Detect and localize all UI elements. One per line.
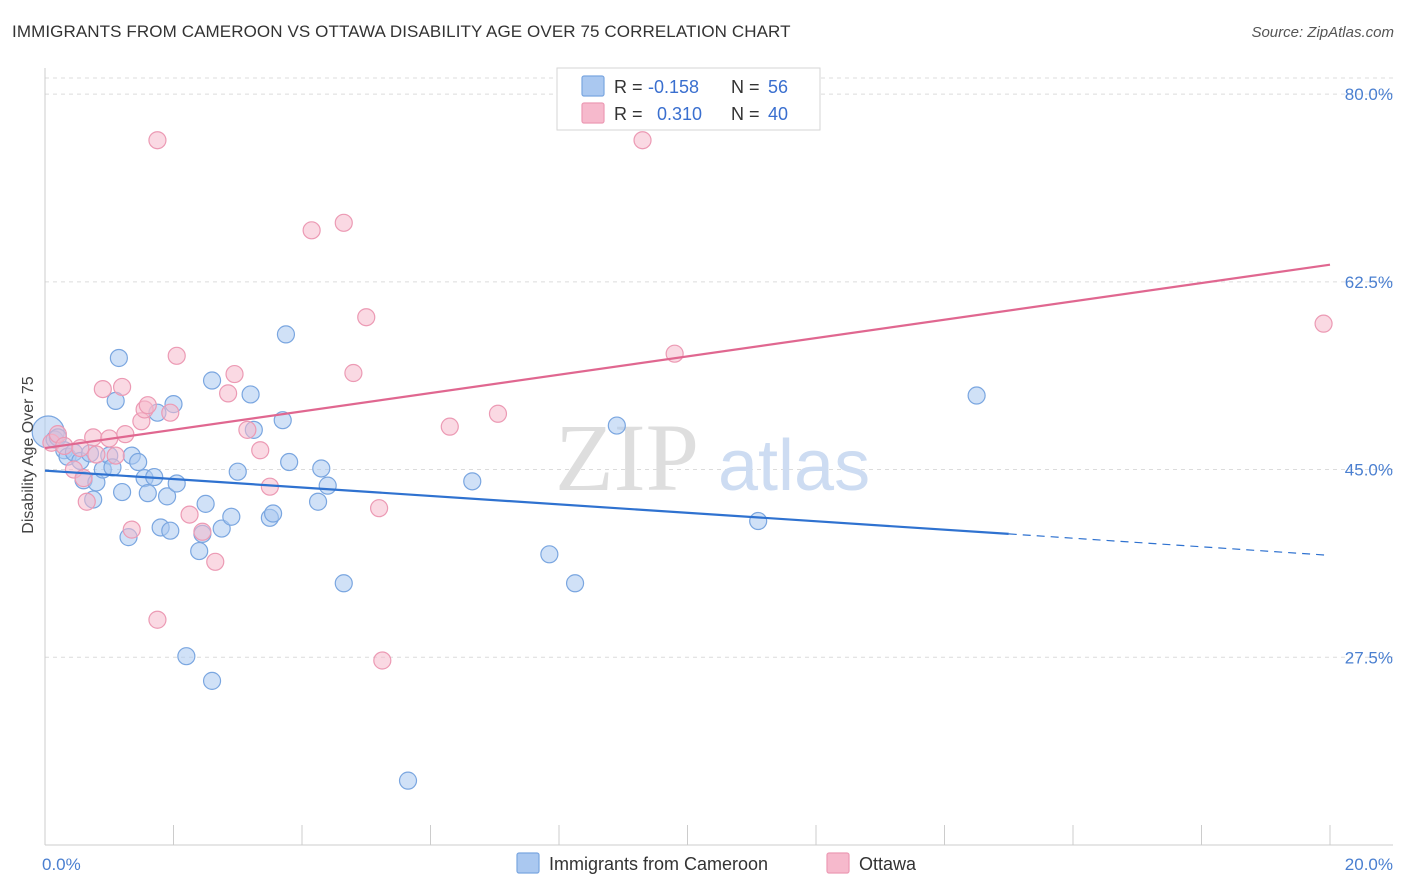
ottawa-point-19 xyxy=(148,131,167,150)
ottawa-point-28 xyxy=(251,441,270,460)
ottawa-point-33 xyxy=(357,308,376,327)
chart-source: Source: ZipAtlas.com xyxy=(1251,24,1394,41)
ottawa-point-35 xyxy=(373,651,392,670)
cameroon-trend-line xyxy=(44,469,1009,536)
cameroon-point-28 xyxy=(167,474,186,493)
cameroon-point-38 xyxy=(241,385,260,404)
cameroon-point-52 xyxy=(607,416,626,435)
cameroon-point-15 xyxy=(109,348,128,368)
cameroon-point-19 xyxy=(129,452,148,472)
cameroon-point-55 xyxy=(398,771,418,790)
ottawa-point-36 xyxy=(440,417,459,436)
ottawa-point-11 xyxy=(106,446,125,465)
cameroon-point-44 xyxy=(280,452,299,472)
legend-swatch-blue xyxy=(581,75,605,97)
ottawa-point-21 xyxy=(167,346,186,365)
cameroon-point-26 xyxy=(161,521,180,540)
ottawa-point-27 xyxy=(238,420,257,439)
x-tick-label-0: 0.0% xyxy=(42,855,81,874)
legend-r-value-2: 0.310 xyxy=(657,104,702,124)
y-tick-label-3: 80.0% xyxy=(1345,85,1393,104)
ottawa-point-13 xyxy=(116,425,135,444)
cameroon-point-47 xyxy=(318,476,337,495)
bottom-legend-swatch-blue xyxy=(516,852,540,874)
ottawa-point-30 xyxy=(302,221,321,240)
cameroon-point-50 xyxy=(540,545,559,564)
legend-r-label-2: R = xyxy=(614,104,643,124)
bottom-legend: Immigrants from Cameroon Ottawa xyxy=(516,852,917,874)
legend-n-value-1: 56 xyxy=(768,77,788,97)
cameroon-point-49 xyxy=(463,472,482,491)
cameroon-point-21 xyxy=(138,484,157,503)
ottawa-point-14 xyxy=(122,520,141,539)
cameroon-point-48 xyxy=(334,574,353,593)
watermark-zip: ZIP xyxy=(555,404,699,511)
cameroon-point-43 xyxy=(276,325,296,344)
legend-r-value-1: -0.158 xyxy=(648,77,699,97)
cameroon-point-25 xyxy=(157,487,177,506)
y-tick-label-1: 45.0% xyxy=(1345,461,1393,480)
cameroon-point-34 xyxy=(202,371,222,390)
ottawa-point-6 xyxy=(77,492,96,511)
cameroon-point-46 xyxy=(312,459,331,478)
cameroon-point-35 xyxy=(212,519,231,538)
chart-title: IMMIGRANTS FROM CAMEROON VS OTTAWA DISAB… xyxy=(12,22,791,41)
legend-n-value-2: 40 xyxy=(768,104,788,124)
ottawa-point-17 xyxy=(138,396,157,415)
cameroon-point-37 xyxy=(228,462,247,481)
cameroon-point-53 xyxy=(749,511,768,531)
axes xyxy=(44,68,1393,846)
legend-swatch-pink xyxy=(581,102,605,124)
y-tick-labels: 27.5% 45.0% 62.5% 80.0% xyxy=(1345,85,1393,667)
grid-lines xyxy=(45,77,1393,658)
ottawa-point-20 xyxy=(161,403,180,422)
ottawa-point-24 xyxy=(206,552,225,571)
ottawa-point-26 xyxy=(225,364,244,384)
legend-n-label-1: N = xyxy=(731,77,760,97)
cameroon-point-42 xyxy=(273,411,292,430)
legend-n-label-2: N = xyxy=(731,104,760,124)
x-tick-labels: 0.0% 20.0% xyxy=(42,855,1393,874)
cameroon-point-41 xyxy=(263,504,283,523)
cameroon-point-54 xyxy=(967,386,986,405)
watermark-atlas: atlas xyxy=(718,426,870,506)
y-tick-label-2: 62.5% xyxy=(1345,273,1393,292)
ottawa-point-22 xyxy=(180,505,199,524)
ottawa-point-38 xyxy=(633,131,652,150)
ottawa-point-25 xyxy=(219,384,238,403)
top-legend: R = -0.158 N = 56 R = 0.310 N = 40 xyxy=(556,67,821,131)
bottom-legend-swatch-pink xyxy=(826,852,850,874)
ottawa-point-32 xyxy=(344,363,363,383)
cameroon-point-51 xyxy=(565,574,585,593)
y-tick-label-0: 27.5% xyxy=(1345,648,1393,667)
cameroon-point-33 xyxy=(202,671,222,690)
cameroon-point-30 xyxy=(190,541,209,561)
cameroon-point-16 xyxy=(112,482,132,502)
bottom-legend-label-ottawa: Ottawa xyxy=(859,854,917,874)
bottom-legend-label-cameroon: Immigrants from Cameroon xyxy=(549,854,768,874)
ottawa-point-18 xyxy=(148,610,167,629)
cameroon-point-45 xyxy=(308,492,328,511)
cameroon-point-36 xyxy=(222,507,241,526)
ottawa-point-8 xyxy=(87,445,106,464)
x-tick-label-1: 20.0% xyxy=(1345,855,1393,874)
ottawa-point-23 xyxy=(193,522,212,541)
ottawa-point-12 xyxy=(112,377,132,397)
trend-lines xyxy=(44,263,1331,556)
ottawa-point-37 xyxy=(488,404,508,423)
cameroon-point-32 xyxy=(196,494,215,513)
legend-r-label-1: R = xyxy=(614,77,643,97)
ottawa-point-34 xyxy=(370,499,389,518)
cameroon-trend-line-dashed xyxy=(1008,533,1331,556)
cameroon-point-29 xyxy=(177,647,196,666)
ottawa-trend-line xyxy=(44,263,1331,450)
ottawa-point-9 xyxy=(93,379,112,399)
scatter-points xyxy=(31,131,1333,790)
ottawa-point-31 xyxy=(334,213,353,232)
ottawa-point-40 xyxy=(1314,314,1333,333)
ottawa-point-7 xyxy=(84,428,103,447)
y-axis-label: Disability Age Over 75 xyxy=(20,376,37,534)
watermark: ZIP atlas xyxy=(555,404,870,511)
